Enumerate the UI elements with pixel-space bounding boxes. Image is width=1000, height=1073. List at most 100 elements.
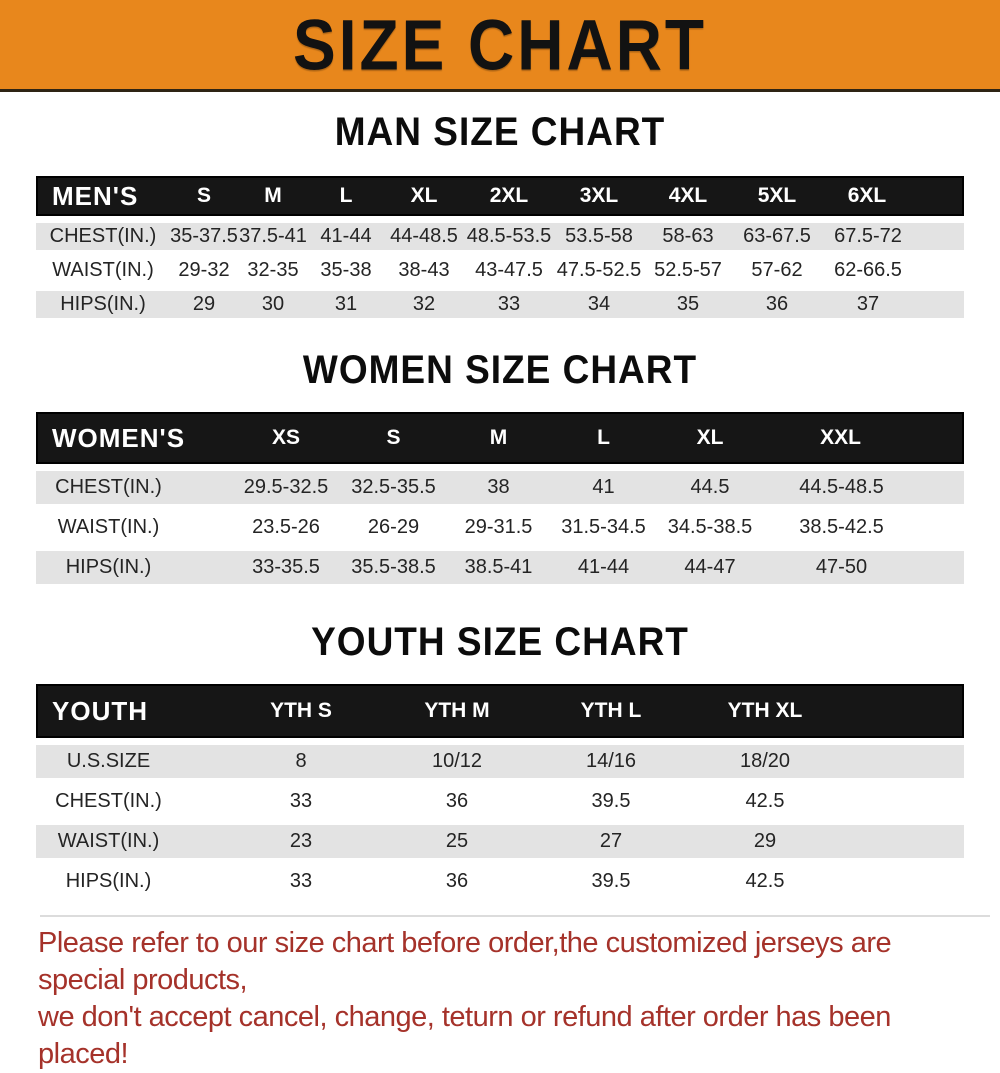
table-cell: 33 — [221, 785, 381, 818]
table-cell: 39.5 — [533, 785, 689, 818]
section-men: MAN SIZE CHART MEN'S S M L XL 2XL 3XL 4XL 5XL 6XL… — [0, 109, 1000, 325]
disclaimer-line-1: Please refer to our size chart before or… — [38, 927, 892, 996]
table-row: HIPS(IN.) 33-35.5 35.5-38.5 38.5-41 41-44 44-… — [36, 551, 964, 584]
row-label: HIPS(IN.) — [36, 291, 170, 318]
table-row: WAIST(IN.) 29-32 32-35 35-38 38-43 43-47.5 47.… — [36, 257, 964, 284]
column-header: M — [446, 412, 551, 464]
table-cell: 23.5-26 — [231, 511, 341, 544]
table-cell: 47-50 — [764, 551, 964, 584]
spacer-cell — [841, 865, 964, 898]
table-cell: 36 — [732, 291, 822, 318]
women-size-table: WOMEN'S XS S M L XL XXL CHEST(IN.) 29.5-32.5 32.5… — [36, 405, 964, 591]
table-cell: 48.5-53.5 — [464, 223, 554, 250]
table-cell: 42.5 — [689, 785, 841, 818]
table-row: HIPS(IN.) 33 36 39.5 42.5 — [36, 865, 964, 898]
table-cell: 41-44 — [308, 223, 384, 250]
section-women: WOMEN SIZE CHART WOMEN'S XS S M L XL XXL CHEST(… — [0, 347, 1000, 591]
table-cell: 33 — [221, 865, 381, 898]
row-label: CHEST(IN.) — [36, 223, 170, 250]
youth-table-header-label: YOUTH — [36, 684, 221, 738]
table-cell: 41 — [551, 471, 656, 504]
table-cell: 44-48.5 — [384, 223, 464, 250]
row-label: CHEST(IN.) — [36, 471, 231, 504]
youth-size-table: YOUTH YTH S YTH M YTH L YTH XL U.S.SIZE 8 10/12… — [36, 677, 964, 905]
table-cell: 29-31.5 — [446, 511, 551, 544]
women-section-heading: WOMEN SIZE CHART — [302, 347, 698, 392]
row-label: WAIST(IN.) — [36, 825, 221, 858]
table-cell: 38-43 — [384, 257, 464, 284]
men-size-table: MEN'S S M L XL 2XL 3XL 4XL 5XL 6XL CHEST(IN.) 35-37… — [36, 169, 964, 325]
table-header-row: MEN'S S M L XL 2XL 3XL 4XL 5XL 6XL — [36, 176, 964, 216]
table-cell: 58-63 — [644, 223, 732, 250]
table-cell: 18/20 — [689, 745, 841, 778]
column-header: L — [551, 412, 656, 464]
table-cell: 31.5-34.5 — [551, 511, 656, 544]
column-header: 6XL — [822, 176, 964, 216]
row-label: HIPS(IN.) — [36, 551, 231, 584]
row-label: CHEST(IN.) — [36, 785, 221, 818]
table-cell: 33 — [464, 291, 554, 318]
row-label: U.S.SIZE — [36, 745, 221, 778]
table-cell: 38.5-41 — [446, 551, 551, 584]
page-title: SIZE CHART — [293, 4, 707, 85]
column-header: L — [308, 176, 384, 216]
table-cell: 29.5-32.5 — [231, 471, 341, 504]
table-cell: 34 — [554, 291, 644, 318]
spacer-cell — [841, 825, 964, 858]
divider — [40, 915, 990, 917]
table-row: CHEST(IN.) 35-37.5 37.5-41 41-44 44-48.5 48.5… — [36, 223, 964, 250]
table-header-row: YOUTH YTH S YTH M YTH L YTH XL — [36, 684, 964, 738]
table-cell: 62-66.5 — [822, 257, 964, 284]
row-label: WAIST(IN.) — [36, 257, 170, 284]
table-cell: 43-47.5 — [464, 257, 554, 284]
column-header: XS — [231, 412, 341, 464]
disclaimer: Please refer to our size chart before or… — [38, 925, 970, 1073]
table-cell: 52.5-57 — [644, 257, 732, 284]
banner: SIZE CHART — [0, 0, 1000, 92]
table-cell: 38 — [446, 471, 551, 504]
men-section-heading: MAN SIZE CHART — [334, 109, 666, 154]
column-header: S — [341, 412, 446, 464]
table-cell: 44-47 — [656, 551, 764, 584]
column-header: S — [170, 176, 238, 216]
spacer-cell — [841, 745, 964, 778]
table-cell: 44.5 — [656, 471, 764, 504]
men-table-header-label: MEN'S — [36, 176, 170, 216]
table-cell: 42.5 — [689, 865, 841, 898]
spacer-cell — [841, 684, 964, 738]
table-cell: 35.5-38.5 — [341, 551, 446, 584]
column-header: YTH S — [221, 684, 381, 738]
column-header: XL — [384, 176, 464, 216]
table-cell: 36 — [381, 865, 533, 898]
row-label: HIPS(IN.) — [36, 865, 221, 898]
column-header: 4XL — [644, 176, 732, 216]
table-row: CHEST(IN.) 33 36 39.5 42.5 — [36, 785, 964, 818]
table-cell: 63-67.5 — [732, 223, 822, 250]
table-cell: 30 — [238, 291, 308, 318]
women-table-header-label: WOMEN'S — [36, 412, 231, 464]
table-cell: 14/16 — [533, 745, 689, 778]
table-row: CHEST(IN.) 29.5-32.5 32.5-35.5 38 41 44.5 44.5… — [36, 471, 964, 504]
table-cell: 39.5 — [533, 865, 689, 898]
table-cell: 37 — [822, 291, 964, 318]
table-cell: 26-29 — [341, 511, 446, 544]
table-cell: 37.5-41 — [238, 223, 308, 250]
table-cell: 47.5-52.5 — [554, 257, 644, 284]
table-cell: 44.5-48.5 — [764, 471, 964, 504]
table-cell: 29-32 — [170, 257, 238, 284]
column-header: 2XL — [464, 176, 554, 216]
column-header: YTH M — [381, 684, 533, 738]
table-cell: 10/12 — [381, 745, 533, 778]
row-label: WAIST(IN.) — [36, 511, 231, 544]
table-cell: 32.5-35.5 — [341, 471, 446, 504]
table-cell: 67.5-72 — [822, 223, 964, 250]
table-cell: 57-62 — [732, 257, 822, 284]
section-youth: YOUTH SIZE CHART YOUTH YTH S YTH M YTH L YTH… — [0, 619, 1000, 905]
youth-section-heading: YOUTH SIZE CHART — [311, 619, 689, 664]
column-header: 3XL — [554, 176, 644, 216]
table-row: WAIST(IN.) 23.5-26 26-29 29-31.5 31.5-34.5 34… — [36, 511, 964, 544]
column-header: M — [238, 176, 308, 216]
table-row: WAIST(IN.) 23 25 27 29 — [36, 825, 964, 858]
column-header: XXL — [764, 412, 964, 464]
